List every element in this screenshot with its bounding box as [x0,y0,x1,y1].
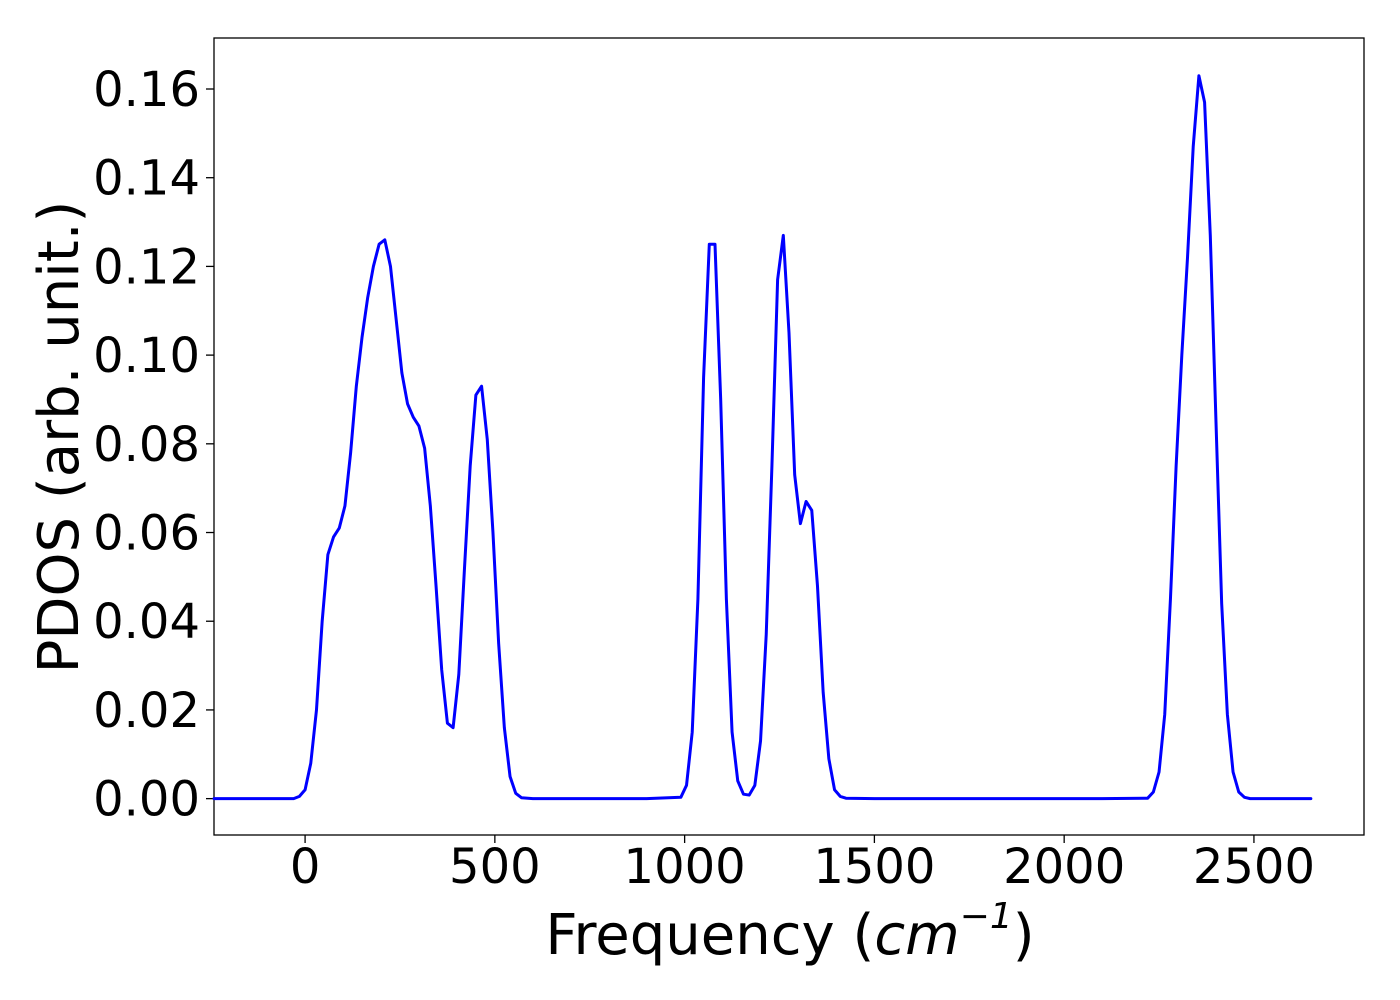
y-axis-title: PDOS (arb. unit.) [27,201,92,674]
y-tick-label: 0.08 [93,417,200,473]
x-tick-label: 0 [290,839,321,895]
x-tick-label: 1500 [813,839,935,895]
x-tick-label: 1000 [624,839,746,895]
y-axis: 0.00 0.02 0.04 0.06 0.08 0.10 0.12 0.14 0.16 [93,62,214,828]
y-tick-label: 0.12 [93,239,200,295]
x-tick-label: 500 [449,839,541,895]
y-tick-label: 0.06 [93,506,200,562]
plot-frame [213,37,1365,836]
x-axis-title: Frequency (cm−1) [545,896,1034,968]
y-tick-label: 0.04 [93,594,200,650]
y-tick-label: 0.00 [93,772,200,828]
x-tick-label: 2000 [1003,839,1125,895]
y-tick-label: 0.10 [93,328,200,384]
y-tick-label: 0.16 [93,62,200,118]
y-tick-label: 0.02 [93,683,200,739]
y-tick-label: 0.14 [93,151,200,207]
pdos-series-line [212,74,1313,801]
x-tick-label: 2500 [1193,839,1315,895]
x-axis: 0 500 1000 1500 2000 2500 [290,835,1315,895]
